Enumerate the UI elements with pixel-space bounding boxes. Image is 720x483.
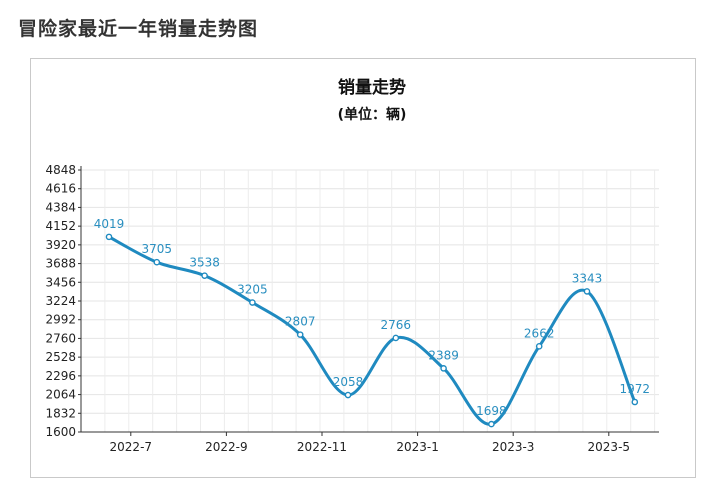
y-tick-label: 2992 [45, 313, 76, 327]
data-point [296, 331, 304, 338]
axes [78, 166, 659, 436]
data-label: 1972 [620, 382, 651, 396]
y-tick-label: 1600 [45, 425, 76, 439]
data-point [344, 391, 352, 399]
y-tick-label: 2064 [45, 388, 76, 402]
y-axis-tick-labels: 1600 1832 2064 2296 2528 2760 2992 3224 3456 3688… [45, 163, 76, 439]
data-point [631, 398, 639, 406]
y-tick-label: 3688 [45, 257, 76, 271]
sales-series [108, 235, 637, 426]
page-title: 冒险家最近一年销量走势图 [18, 18, 259, 40]
data-labels: 4019 3705 3538 3205 2807 2058 2766 2389 1698 2662… [94, 217, 650, 418]
data-label: 4019 [94, 217, 125, 231]
data-point [535, 343, 543, 350]
sales-trend-chart: 销量走势 (单位：辆) 1600 1832 2064 2296 2528 2760 2992… [45, 77, 659, 454]
x-tick-label: 2023-5 [588, 440, 631, 454]
y-tick-label: 2760 [45, 331, 76, 345]
data-point [249, 299, 256, 306]
sales-line [108, 235, 637, 426]
data-label: 2766 [381, 318, 412, 332]
x-tick-label: 2022-11 [297, 440, 347, 454]
data-label: 2807 [285, 315, 316, 329]
chart-title: 销量走势 [338, 77, 406, 98]
y-tick-label: 1832 [45, 406, 76, 420]
y-tick-label: 4616 [45, 182, 76, 196]
chart-panel: 销量走势 (单位：辆) 1600 1832 2064 2296 2528 2760 2992… [30, 58, 696, 478]
data-point [488, 420, 495, 428]
data-label: 3205 [237, 283, 268, 297]
y-tick-label: 3456 [45, 275, 76, 289]
y-tick-label: 2296 [45, 369, 76, 383]
chart-subtitle: (单位：辆) [338, 106, 407, 123]
data-point [201, 272, 208, 279]
data-points [105, 233, 639, 428]
data-label: 2058 [333, 375, 364, 389]
data-point [392, 334, 400, 342]
data-label: 3705 [142, 242, 173, 256]
data-point [153, 258, 161, 266]
data-label: 2389 [428, 348, 459, 362]
data-point [440, 365, 447, 372]
x-tick-label: 2023-3 [492, 440, 535, 454]
y-tick-label: 3920 [45, 238, 76, 252]
data-point [583, 288, 591, 295]
y-tick-label: 4848 [45, 163, 76, 177]
y-tick-label: 4152 [45, 219, 76, 233]
y-tick-label: 3224 [45, 294, 76, 308]
data-label: 3343 [572, 271, 603, 285]
y-tick-label: 4384 [45, 200, 76, 214]
grid-lines [80, 169, 659, 433]
data-label: 3538 [189, 256, 220, 270]
x-tick-label: 2023-1 [396, 440, 439, 454]
data-label: 2662 [524, 326, 555, 340]
x-tick-label: 2022-7 [110, 440, 153, 454]
x-tick-label: 2022-9 [205, 440, 248, 454]
x-axis-tick-labels: 2022-7 2022-9 2022-11 2023-1 2023-3 2023-5 [110, 440, 631, 454]
data-point [105, 233, 113, 241]
y-tick-label: 2528 [45, 350, 76, 364]
data-label: 1698 [476, 404, 507, 418]
